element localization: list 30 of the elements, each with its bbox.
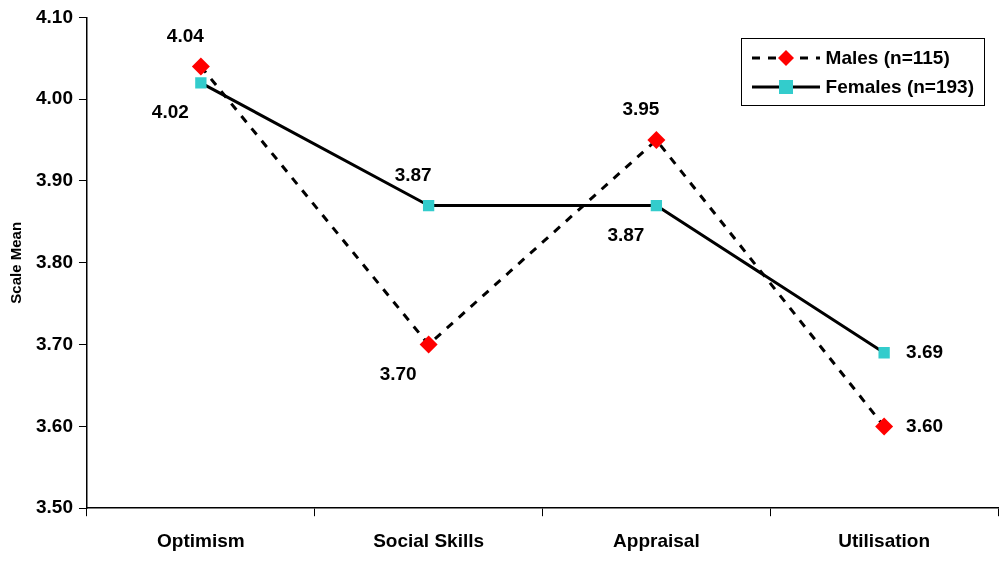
- x-tick-label: Optimism: [157, 529, 245, 551]
- y-axis-title: Scale Mean: [7, 221, 25, 304]
- point: [195, 77, 207, 89]
- data-label: 3.70: [379, 362, 417, 384]
- data-label: 3.69: [906, 341, 944, 363]
- x-tick-label: Social Skills: [373, 529, 485, 551]
- data-label: 3.87: [394, 163, 432, 185]
- point: [422, 199, 435, 212]
- data-label: 4.02: [151, 101, 189, 123]
- data-label: 3.95: [622, 98, 660, 120]
- x-tick-label: Utilisation: [838, 529, 931, 551]
- data-label: 3.60: [906, 414, 944, 436]
- point: [878, 347, 890, 359]
- point: [650, 199, 663, 212]
- point: [419, 335, 438, 354]
- y-tick-label: 3.70: [36, 332, 73, 354]
- data-label: 3.87: [607, 223, 645, 245]
- x-tick-label: Appraisal: [613, 529, 700, 551]
- point: [647, 131, 666, 150]
- y-tick-label: 4.10: [36, 5, 73, 27]
- y-tick-label: 3.60: [36, 414, 73, 436]
- point: [875, 417, 894, 436]
- y-tick-label: 4.00: [36, 87, 73, 109]
- legend-label: Females (n=193): [825, 75, 974, 98]
- y-tick-label: 3.50: [36, 496, 73, 518]
- data-label: 4.04: [166, 24, 205, 46]
- y-tick-label: 3.90: [36, 169, 73, 191]
- legend-label: Males (n=115): [825, 46, 950, 69]
- point: [191, 57, 210, 76]
- y-tick-label: 3.80: [36, 251, 73, 273]
